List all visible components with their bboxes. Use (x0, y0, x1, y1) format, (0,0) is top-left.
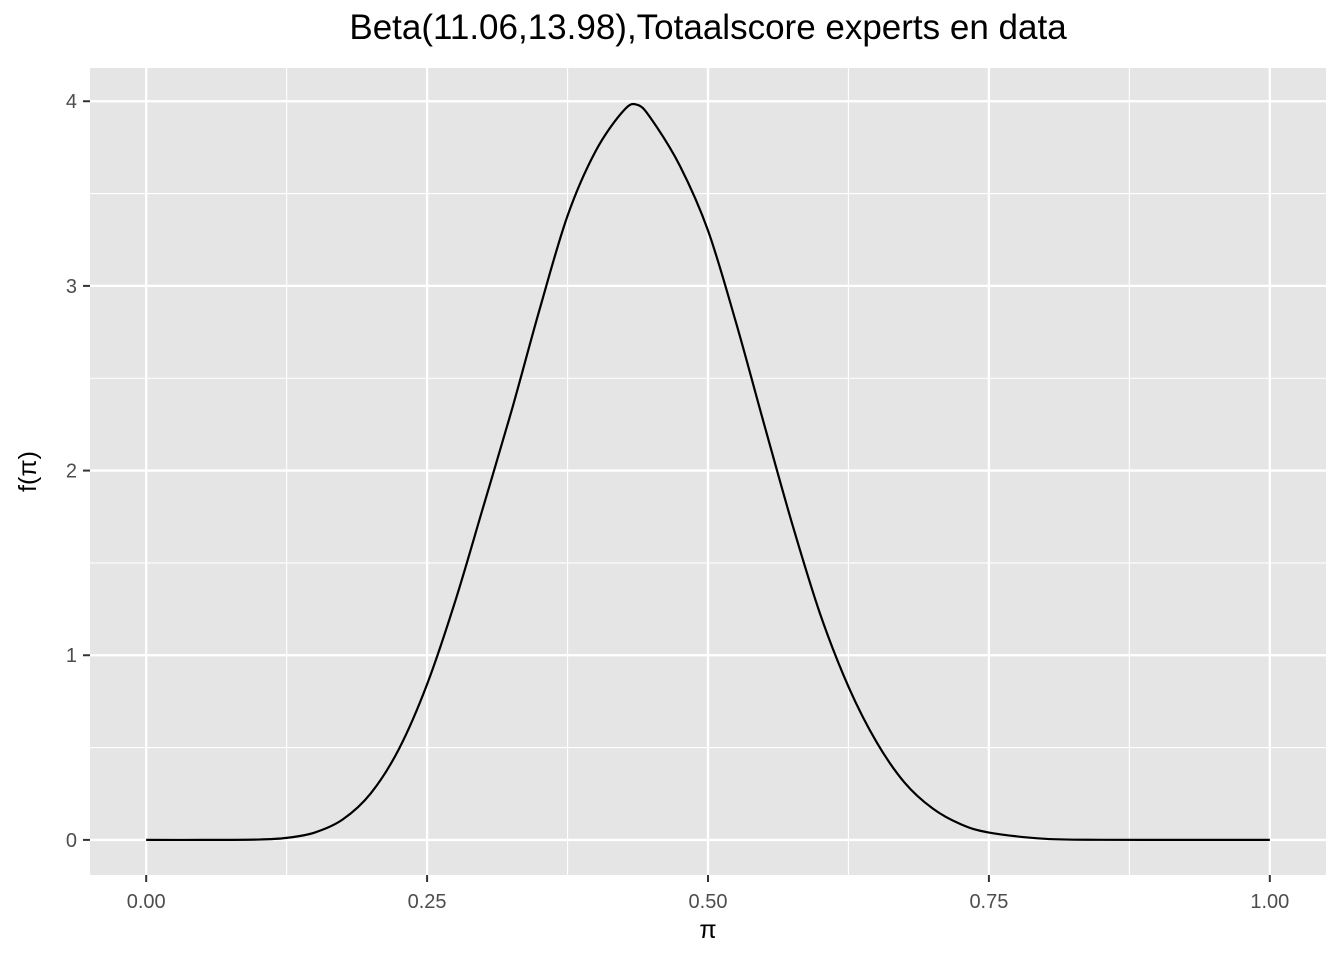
y-tick-label: 3 (66, 276, 77, 298)
x-tick-label: 0.50 (689, 891, 728, 913)
x-tick-label: 1.00 (1250, 891, 1289, 913)
y-tick-label: 1 (66, 645, 77, 667)
y-tick-label: 2 (66, 461, 77, 483)
x-axis-title: π (699, 916, 716, 944)
x-axis: 0.00 0.25 0.50 0.75 1.00 (127, 875, 1289, 913)
y-tick-label: 4 (66, 91, 77, 113)
chart-title: Beta(11.06,13.98),Totaalscore experts en… (349, 8, 1067, 47)
y-axis-title: f(π) (14, 451, 42, 492)
grid-major (90, 68, 1326, 875)
x-tick-label: 0.00 (127, 891, 166, 913)
x-tick-label: 0.25 (408, 891, 447, 913)
x-tick-label: 0.75 (969, 891, 1008, 913)
y-axis: 0 1 2 3 4 (66, 91, 90, 852)
density-line (146, 102, 1270, 842)
y-tick-label: 0 (66, 830, 77, 852)
